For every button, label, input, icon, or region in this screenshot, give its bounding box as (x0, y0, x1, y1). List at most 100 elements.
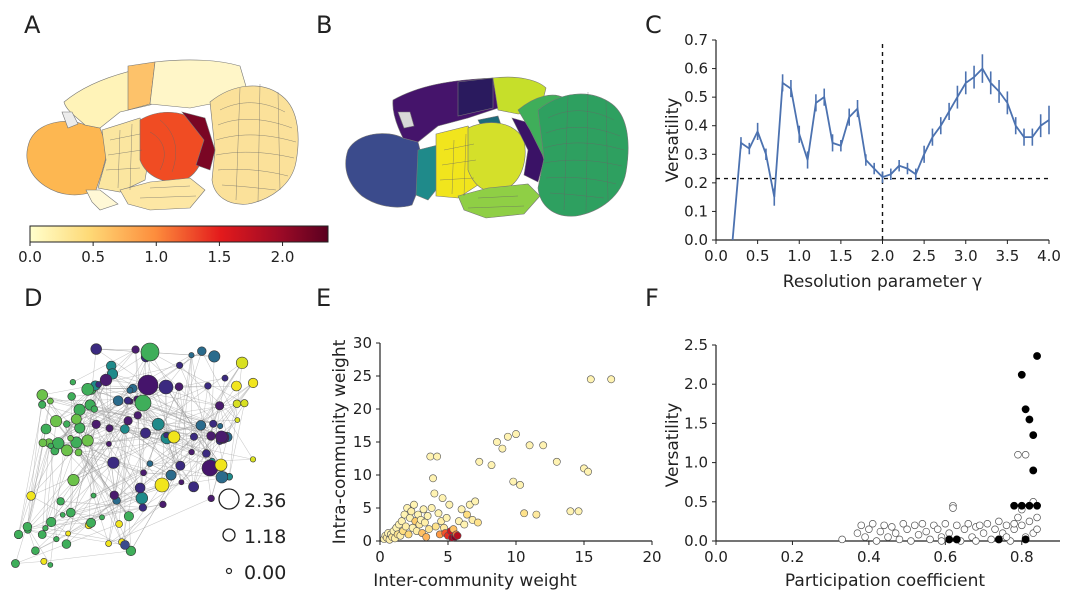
scatter-point-filled (994, 535, 1003, 544)
brain-map-communities (345, 76, 629, 219)
scatter-point (503, 432, 512, 441)
network-node (42, 525, 49, 532)
scatter-point-open (964, 520, 973, 528)
network-edge (108, 504, 164, 544)
network-node (120, 540, 130, 550)
network-node (146, 460, 154, 467)
network-edge (27, 526, 51, 566)
y-tick-label: 30 (353, 334, 372, 352)
network-node (133, 411, 142, 420)
x-tick-label: 2.0 (871, 247, 895, 265)
region-olfactory (26, 121, 109, 196)
network-node (105, 540, 112, 547)
panel-label-b: B (316, 11, 332, 39)
network-node (207, 494, 215, 503)
network-edge (18, 400, 51, 535)
network-node (107, 456, 120, 469)
scatter-point-filled (1025, 501, 1034, 510)
network-node (99, 514, 105, 521)
network-edge (143, 472, 222, 478)
scatter-point-open (865, 525, 873, 533)
network-edge (121, 484, 163, 543)
scatter-point-open (876, 527, 885, 536)
network-node (53, 536, 60, 543)
scatter-point-open (1002, 533, 1011, 541)
scatter-point-open (868, 520, 877, 528)
network-edge (95, 385, 141, 489)
scatter-point (463, 510, 471, 519)
network-edge (180, 355, 192, 466)
scatter-point-open (918, 520, 927, 528)
region-hypothalamus (85, 189, 119, 211)
network-edge (118, 400, 214, 425)
network-edge (45, 420, 129, 529)
network-node (232, 399, 242, 408)
scatter-point (607, 375, 616, 384)
scatter-point-open (949, 504, 957, 512)
network-node (249, 456, 257, 463)
network-edge (58, 349, 136, 444)
scatter-point (552, 457, 561, 466)
network-edge (79, 409, 123, 543)
network-node (65, 530, 72, 537)
scatter-point-open (914, 530, 923, 539)
network-node (109, 490, 119, 500)
scatter-point (532, 510, 541, 519)
x-tick-label: 2.5 (912, 247, 936, 265)
network-edge (124, 428, 181, 466)
scatter-point-open (880, 521, 888, 530)
scatter-point (442, 514, 451, 522)
network-node (138, 503, 147, 512)
network-edge (90, 420, 129, 523)
network-edge (67, 495, 94, 534)
scatter-point-filled (1025, 415, 1034, 424)
network-node (190, 432, 198, 441)
network-node (215, 401, 225, 411)
network-node (90, 492, 97, 499)
network-edge (27, 443, 110, 530)
scatter-point (574, 507, 583, 516)
network-node (125, 545, 137, 557)
network-edge (179, 365, 238, 421)
scatter-point (407, 507, 416, 516)
network-edge (60, 501, 92, 523)
scatter-point-open (979, 529, 988, 537)
scatter-point-open (975, 521, 984, 530)
scatter-point-open (884, 533, 892, 541)
scatter-point-open (872, 537, 881, 545)
y-tick-label: 0.5 (684, 493, 708, 511)
size-legend-label-small: 0.00 (244, 562, 286, 584)
network-node (105, 441, 112, 447)
scatter-point-open (983, 520, 992, 528)
scatter-point (516, 480, 524, 489)
x-tick-label: 10 (506, 548, 525, 566)
network-node (61, 539, 72, 549)
size-legend-medium (222, 528, 236, 542)
network-node (131, 345, 140, 354)
y-tick-label: 0.2 (684, 174, 708, 192)
scatter-point-open (972, 537, 980, 545)
network-node (38, 438, 48, 448)
network-node (40, 558, 48, 565)
network-node (214, 458, 228, 472)
network-edge (27, 522, 92, 528)
network-node (123, 511, 134, 522)
network-edge (105, 379, 115, 496)
scatter-point-open (895, 535, 904, 544)
network-node (67, 474, 80, 487)
colorbar-tick-label: 1.0 (144, 248, 168, 266)
y-axis-label: Versatility (663, 98, 683, 183)
network-node (37, 530, 47, 539)
network-edge (128, 516, 132, 551)
y-tick-label: 2.5 (684, 336, 708, 354)
region-hippocampus (397, 111, 415, 129)
network-node (188, 352, 195, 359)
scatter-point (438, 494, 447, 502)
region-brainstem (457, 183, 541, 219)
scatter-point-open (960, 525, 969, 533)
network-node (99, 373, 113, 387)
network-node (81, 434, 94, 447)
network-node (47, 562, 54, 568)
network-node (47, 442, 54, 449)
network-node (217, 423, 224, 430)
